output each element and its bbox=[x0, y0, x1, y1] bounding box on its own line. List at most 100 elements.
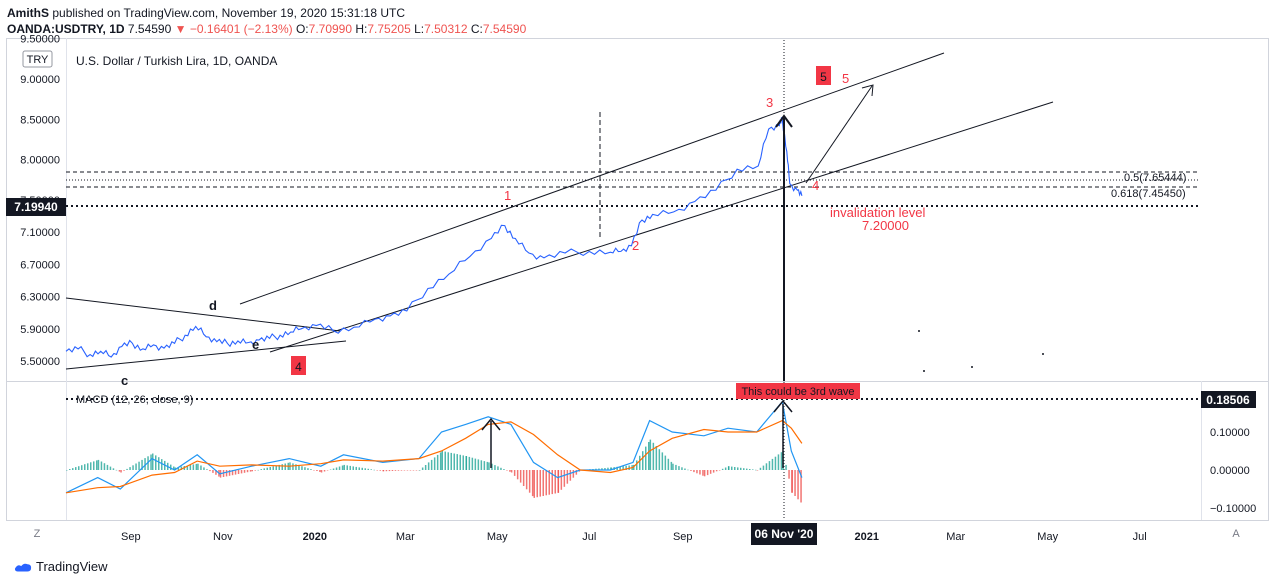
histogram-bar bbox=[215, 470, 217, 475]
stray-dot bbox=[923, 370, 925, 372]
histogram-bar bbox=[569, 470, 572, 481]
histogram-bar bbox=[494, 465, 496, 470]
histogram-bar bbox=[189, 464, 192, 470]
tradingview-logo-icon bbox=[14, 563, 32, 571]
histogram-bar bbox=[731, 466, 733, 470]
histogram-bar bbox=[749, 469, 751, 470]
histogram-bar bbox=[465, 456, 468, 470]
histogram-bar bbox=[622, 466, 624, 470]
macd-last-badge-text: 0.18506 bbox=[1206, 393, 1250, 407]
symbol: OANDA:USDTRY, 1D bbox=[7, 22, 125, 36]
time-tick-label: 2020 bbox=[303, 531, 327, 543]
histogram-bar bbox=[379, 470, 381, 471]
histogram-bar bbox=[607, 467, 609, 470]
histogram-bar bbox=[397, 470, 400, 471]
histogram-bar bbox=[516, 470, 519, 480]
currency-badge[interactable] bbox=[22, 50, 53, 68]
histogram-bar bbox=[192, 464, 195, 470]
histogram-bar bbox=[358, 467, 360, 470]
histogram-bar bbox=[636, 460, 638, 470]
wave-label-3: 3 bbox=[766, 95, 773, 110]
histogram-bar bbox=[361, 467, 363, 470]
triangle-lower[interactable] bbox=[65, 340, 347, 370]
histogram-bar bbox=[791, 470, 793, 493]
histogram-bar bbox=[430, 459, 433, 470]
histogram-bar bbox=[625, 465, 627, 470]
histogram-bar bbox=[225, 470, 228, 477]
histogram-bar bbox=[670, 461, 673, 470]
histogram-bar bbox=[551, 470, 553, 495]
histogram-bar bbox=[554, 470, 556, 494]
histogram-bar bbox=[533, 470, 535, 498]
histogram-bar bbox=[332, 468, 335, 470]
symbol-info: OANDA:USDTRY, 1D 7.54590 ▼ −0.16401 (−2.… bbox=[7, 22, 526, 36]
histogram-bar bbox=[320, 470, 323, 473]
histogram-bar bbox=[619, 466, 621, 470]
histogram-bar bbox=[667, 458, 670, 470]
histogram-bar bbox=[126, 468, 128, 470]
histogram-bar bbox=[542, 470, 544, 496]
histogram-bar bbox=[123, 470, 125, 471]
histogram-bar bbox=[152, 453, 154, 470]
change: −0.16401 (−2.13%) bbox=[189, 22, 293, 36]
zoom-z-button[interactable]: Z bbox=[34, 528, 41, 540]
wave-box-4-text: 4 bbox=[295, 360, 302, 374]
triangle-label-e: e bbox=[252, 337, 259, 352]
histogram-bar bbox=[724, 467, 727, 470]
histogram-bar bbox=[307, 468, 309, 470]
histogram-bar bbox=[497, 466, 499, 470]
histogram-bar bbox=[424, 465, 427, 470]
triangle-upper[interactable] bbox=[65, 297, 341, 332]
histogram-bar bbox=[87, 463, 89, 470]
histogram-bar bbox=[115, 469, 118, 471]
histogram-bar bbox=[652, 442, 655, 470]
histogram-bar bbox=[709, 470, 712, 474]
footer: TradingView bbox=[14, 559, 108, 574]
histogram-bar bbox=[480, 460, 483, 470]
histogram-bar bbox=[696, 470, 698, 474]
histogram-bar bbox=[462, 455, 464, 470]
auto-a-button[interactable]: A bbox=[1232, 528, 1240, 540]
histogram-bar bbox=[367, 468, 369, 470]
histogram-bar bbox=[483, 461, 486, 470]
histogram-bar bbox=[231, 470, 234, 476]
channel-upper[interactable] bbox=[239, 52, 945, 305]
chart-title: U.S. Dollar / Turkish Lira, 1D, OANDA bbox=[76, 54, 277, 68]
histogram-bar bbox=[135, 463, 137, 470]
histogram-bar bbox=[737, 467, 739, 470]
histogram-bar bbox=[370, 469, 372, 470]
wave-label-1: 1 bbox=[504, 188, 511, 203]
close-value: 7.54590 bbox=[482, 22, 527, 36]
histogram-bar bbox=[415, 470, 418, 471]
histogram-bar bbox=[684, 468, 686, 470]
channel-lower[interactable] bbox=[269, 101, 1054, 353]
histogram-bar bbox=[771, 458, 774, 470]
histogram-bar bbox=[655, 446, 658, 470]
histogram-bar bbox=[406, 470, 409, 471]
time-tick-label: Mar bbox=[396, 531, 415, 543]
histogram-bar bbox=[756, 470, 759, 471]
price-tick-label: 5.50000 bbox=[20, 356, 60, 368]
triangle-label-d: d bbox=[209, 298, 217, 313]
histogram-bar bbox=[639, 455, 641, 470]
macd-arrow-1-head bbox=[481, 417, 501, 431]
macd-arrow-2-head bbox=[773, 399, 793, 413]
macd-axis: 0.10000 0.00000 −0.10000 bbox=[1210, 427, 1256, 515]
histogram-bar bbox=[755, 469, 757, 471]
histogram-bar bbox=[441, 451, 443, 470]
histogram-bar bbox=[752, 469, 754, 470]
time-tick-label: May bbox=[1037, 531, 1058, 543]
currency-badge-text: TRY bbox=[27, 54, 49, 66]
histogram-bar bbox=[257, 469, 259, 471]
histogram-bar bbox=[678, 466, 680, 470]
histogram-bar bbox=[118, 470, 121, 472]
histogram-bar bbox=[598, 468, 600, 470]
histogram-bar bbox=[728, 466, 730, 470]
histogram-bar bbox=[161, 459, 163, 470]
histogram-bar bbox=[616, 466, 618, 470]
histogram-bar bbox=[681, 467, 683, 470]
histogram-bar bbox=[180, 466, 183, 470]
macd-annotation: This could be 3rd wave bbox=[741, 386, 854, 398]
histogram-bar bbox=[712, 470, 715, 473]
